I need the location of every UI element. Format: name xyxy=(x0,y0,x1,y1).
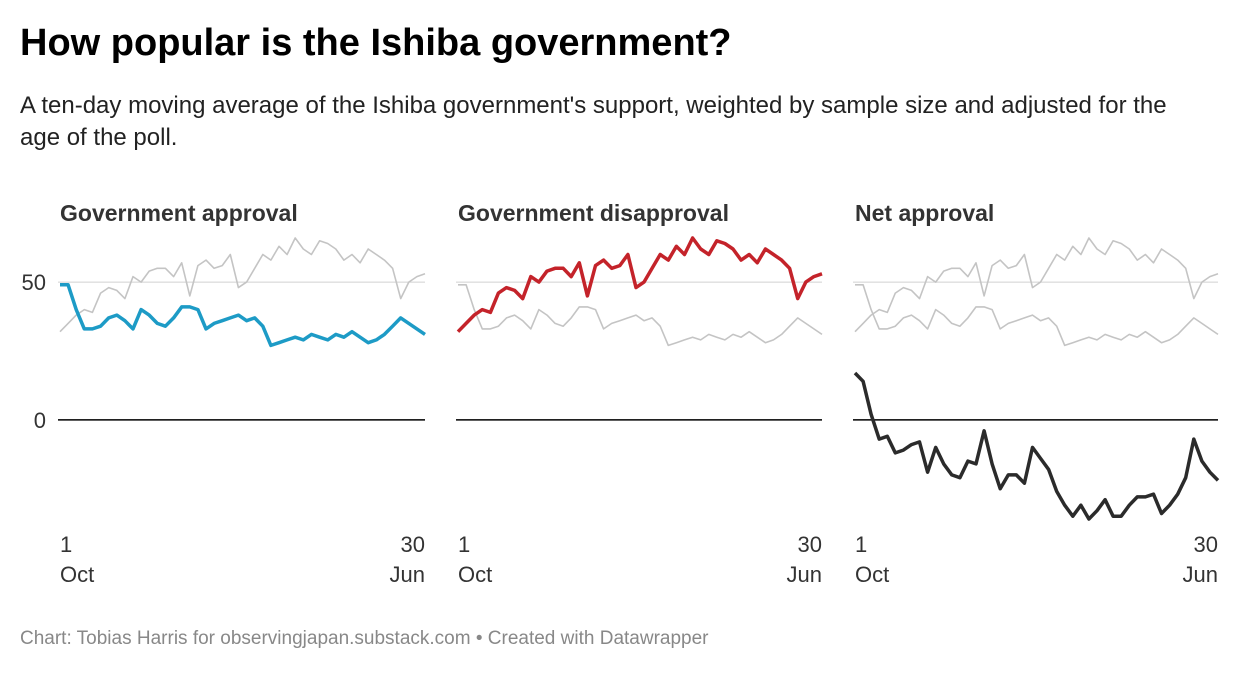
line xyxy=(456,236,823,333)
y-tick-label: 0 xyxy=(34,408,46,433)
x-tick-label: 1 Oct xyxy=(855,532,889,587)
line xyxy=(60,283,426,348)
x-tick-label: 30 Jun xyxy=(787,532,822,587)
panel-title: Net approval xyxy=(855,200,994,226)
line xyxy=(853,371,1220,521)
source: Chart: Tobias Harris for observingjapan.… xyxy=(20,628,709,649)
panel-title: Government approval xyxy=(60,200,298,226)
chart: Government approval 0 50 1 Oct 30 Jun Governmen… xyxy=(22,200,1220,587)
title: How popular is the Ishiba government? xyxy=(20,22,732,64)
context-line xyxy=(854,237,1219,333)
context-line xyxy=(458,284,823,347)
x-tick-label: 1 Oct xyxy=(60,532,94,587)
x-tick-label: 30 Jun xyxy=(1183,532,1218,587)
x-tick-label: 30 Jun xyxy=(390,532,425,587)
x-tick-label: 1 Oct xyxy=(458,532,492,587)
context-line xyxy=(59,237,426,333)
subtitle: A ten-day moving average of the Ishiba g… xyxy=(20,92,1167,151)
y-tick-label: 50 xyxy=(22,270,46,295)
context-line xyxy=(855,284,1219,347)
panel-title: Government disapproval xyxy=(458,200,729,226)
